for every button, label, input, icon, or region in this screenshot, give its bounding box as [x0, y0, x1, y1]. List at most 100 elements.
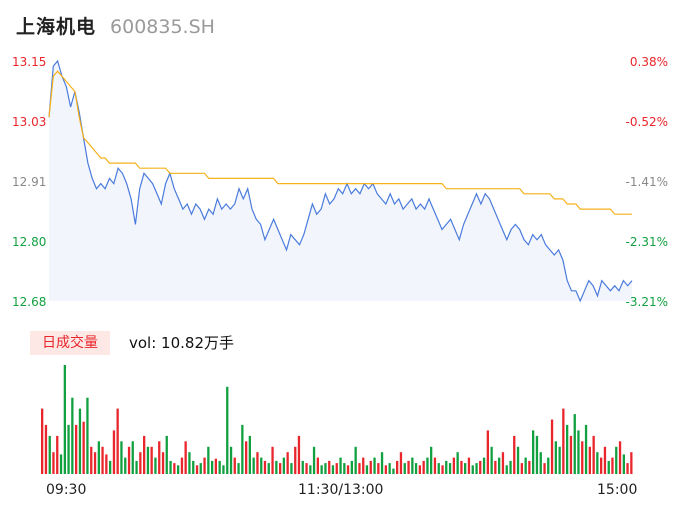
volume-bar — [377, 463, 380, 474]
volume-bar — [161, 452, 165, 474]
volume-bar — [479, 460, 482, 474]
volume-bar — [460, 460, 463, 474]
volume-bar — [414, 463, 418, 474]
volume-bar — [535, 435, 539, 474]
volume-bar — [226, 386, 229, 474]
volume-bar — [346, 465, 350, 474]
volume-bar — [532, 430, 535, 474]
average-line — [48, 70, 632, 215]
volume-bar — [305, 463, 308, 474]
volume-bar — [112, 430, 116, 474]
pct-label-2: -0.52% — [625, 115, 668, 129]
volume-bar — [539, 452, 542, 474]
volume-bar — [101, 446, 104, 475]
volume-bar — [207, 446, 210, 475]
volume-bar — [350, 460, 353, 474]
volume-bar — [93, 452, 97, 474]
volume-bar — [445, 460, 448, 474]
volume-bar — [105, 454, 108, 474]
volume-bar — [441, 465, 444, 474]
volume-bar — [343, 463, 346, 474]
volume-bar — [312, 446, 316, 475]
volume-bar — [59, 454, 63, 474]
volume-bar — [199, 463, 202, 474]
volume-bar — [471, 465, 474, 474]
volume-bar — [184, 441, 187, 474]
volume-bar — [192, 460, 195, 474]
volume-bar — [358, 463, 361, 474]
pct-label-5: -3.21% — [625, 295, 668, 309]
time-close: 15:00 — [597, 482, 638, 498]
volume-bar — [467, 457, 471, 474]
volume-bar — [229, 446, 233, 475]
volume-bar — [437, 463, 440, 474]
volume-bar — [577, 430, 580, 474]
volume-bar — [56, 435, 59, 474]
volume-bar — [256, 452, 259, 474]
volume-bar — [120, 441, 123, 474]
volume-bar — [501, 452, 505, 474]
volume-bar — [195, 465, 199, 474]
volume-bar — [271, 446, 274, 475]
volume-bar — [365, 465, 369, 474]
volume-bar — [218, 460, 221, 474]
volume-bar — [550, 419, 554, 474]
volume-bar — [558, 446, 561, 475]
price-label-5: 12.68 — [12, 295, 47, 309]
volume-bar — [173, 463, 176, 474]
volume-bar — [592, 435, 595, 474]
volume-bar — [263, 460, 267, 474]
volume-bar — [388, 463, 391, 474]
volume-bar — [316, 457, 319, 474]
volume-bar — [188, 452, 191, 474]
volume-bar — [581, 441, 584, 474]
volume-bar — [528, 460, 531, 474]
volume-bar — [44, 424, 48, 474]
pct-label-4: -2.31% — [625, 235, 668, 249]
volume-bar — [158, 441, 161, 474]
volume-bar — [426, 457, 429, 474]
time-midday: 11:30/13:00 — [298, 482, 384, 498]
volume-bar — [71, 397, 74, 474]
stock-name: 上海机电 — [16, 16, 97, 38]
volume-bar — [267, 463, 270, 474]
volume-bar — [294, 446, 297, 475]
volume-bar — [139, 452, 142, 474]
volume-bar — [124, 457, 127, 474]
volume-bar — [509, 460, 512, 474]
volume-bar — [562, 408, 565, 474]
volume-bar — [222, 465, 225, 474]
volume-bar — [90, 446, 93, 475]
volume-bar — [611, 457, 614, 474]
volume-bar — [279, 463, 282, 474]
volume-bar — [456, 452, 459, 474]
volume-bar — [482, 457, 486, 474]
volume-bar — [626, 463, 629, 474]
volume-bar — [214, 458, 217, 474]
price-label-4: 12.80 — [12, 235, 47, 249]
volume-bar — [252, 457, 255, 474]
volume-bar — [282, 457, 285, 474]
volume-bar — [411, 457, 414, 474]
volume-bar — [127, 446, 131, 475]
volume-bar — [82, 421, 85, 474]
volume-bar — [241, 424, 244, 474]
volume-bar — [543, 463, 546, 474]
volume-bar — [165, 435, 168, 474]
volume-bar — [603, 446, 607, 475]
stock-code: 600835.SH — [110, 16, 215, 38]
volume-bar — [399, 452, 403, 474]
volume-bar — [498, 457, 501, 474]
volume-bar — [237, 463, 240, 474]
volume-bar — [135, 460, 138, 474]
volume-bar — [486, 430, 489, 474]
volume-bar — [407, 460, 410, 474]
price-area — [49, 61, 632, 301]
volume-bar — [180, 457, 184, 474]
daily-volume-tab[interactable]: 日成交量 — [30, 331, 110, 355]
price-label-3: 12.91 — [12, 175, 47, 189]
volume-bar — [607, 460, 610, 474]
volume-bar — [490, 446, 493, 475]
volume-bar — [86, 397, 89, 474]
